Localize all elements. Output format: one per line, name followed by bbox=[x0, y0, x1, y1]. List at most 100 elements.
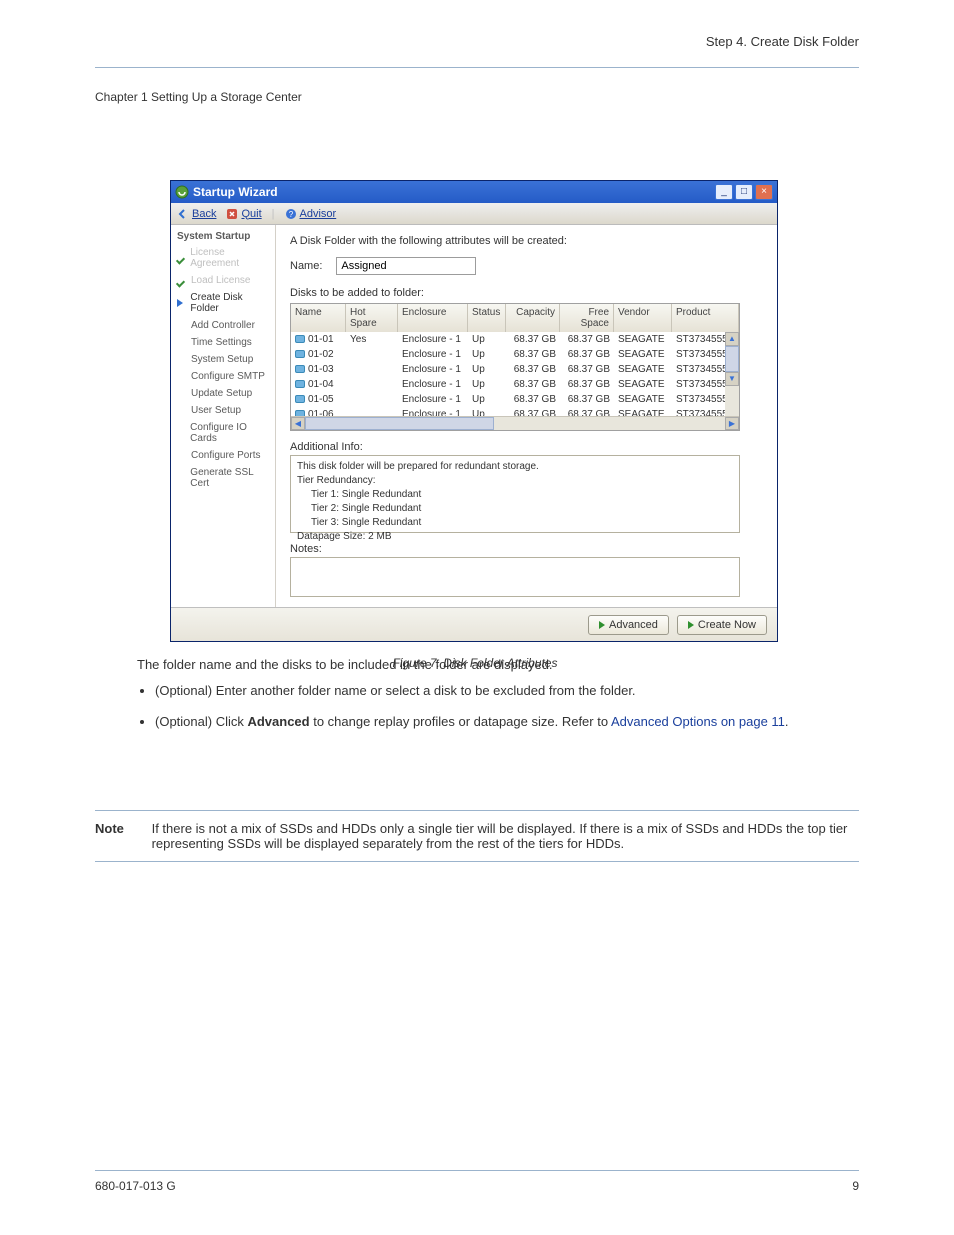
sidebar-item-label: Update Setup bbox=[191, 388, 252, 399]
name-input[interactable] bbox=[336, 257, 476, 275]
disk-icon bbox=[295, 395, 305, 403]
toolbar: Back Quit | ? Advisor bbox=[171, 203, 777, 225]
note-box: Note If there is not a mix of SSDs and H… bbox=[95, 810, 859, 862]
col-product[interactable]: Product bbox=[672, 304, 739, 332]
sidebar-item[interactable]: Load License bbox=[171, 272, 275, 289]
blank-icon bbox=[177, 389, 187, 399]
main-panel: A Disk Folder with the following attribu… bbox=[276, 225, 777, 607]
scroll-down-icon[interactable]: ▼ bbox=[725, 372, 739, 386]
col-freespace[interactable]: Free Space bbox=[560, 304, 614, 332]
col-enclosure[interactable]: Enclosure bbox=[398, 304, 468, 332]
sidebar-item-label: License Agreement bbox=[190, 247, 269, 269]
help-icon: ? bbox=[285, 208, 297, 220]
scroll-up-icon[interactable]: ▲ bbox=[725, 332, 739, 346]
sidebar-item[interactable]: Configure IO Cards bbox=[171, 419, 275, 447]
col-vendor[interactable]: Vendor bbox=[614, 304, 672, 332]
sidebar-item[interactable]: Generate SSL Cert bbox=[171, 464, 275, 492]
sidebar-item-label: Configure Ports bbox=[191, 450, 260, 461]
sidebar-item[interactable]: Update Setup bbox=[171, 385, 275, 402]
wizard-footer: Advanced Create Now bbox=[171, 607, 777, 641]
maximize-button[interactable]: □ bbox=[735, 184, 753, 200]
sidebar-item[interactable]: Configure Ports bbox=[171, 447, 275, 464]
col-capacity[interactable]: Capacity bbox=[506, 304, 560, 332]
sidebar-item[interactable]: Configure SMTP bbox=[171, 368, 275, 385]
additional-info-box: This disk folder will be prepared for re… bbox=[290, 455, 740, 533]
notes-label: Notes: bbox=[290, 543, 763, 555]
blank-icon bbox=[177, 473, 186, 483]
arrow-icon bbox=[688, 621, 694, 629]
minimize-button[interactable]: _ bbox=[715, 184, 733, 200]
sidebar-item[interactable]: License Agreement bbox=[171, 244, 275, 272]
table-row[interactable]: 01-04Enclosure - 1Up68.37 GB68.37 GBSEAG… bbox=[291, 377, 739, 392]
instruction-text: The folder name and the disks to be incl… bbox=[137, 655, 814, 744]
sidebar-item-label: Add Controller bbox=[191, 320, 255, 331]
additional-info-label: Additional Info: bbox=[290, 441, 763, 453]
col-hotspare[interactable]: Hot Spare bbox=[346, 304, 398, 332]
disk-icon bbox=[295, 335, 305, 343]
footer-right: 9 bbox=[852, 1179, 859, 1193]
app-logo-icon bbox=[175, 185, 189, 199]
sidebar-item[interactable]: User Setup bbox=[171, 402, 275, 419]
note-label: Note bbox=[95, 821, 128, 851]
scroll-left-icon[interactable]: ◀ bbox=[291, 417, 305, 430]
svg-text:?: ? bbox=[288, 210, 293, 219]
sidebar-item-label: User Setup bbox=[191, 405, 241, 416]
table-row[interactable]: 01-02Enclosure - 1Up68.37 GB68.37 GBSEAG… bbox=[291, 347, 739, 362]
back-link[interactable]: Back bbox=[177, 208, 216, 220]
sidebar-item-label: Create Disk Folder bbox=[190, 292, 269, 314]
figure: Startup Wizard _ □ × Back Quit | ? Advis… bbox=[170, 180, 780, 670]
table-row[interactable]: 01-06Enclosure - 1Up68.37 GB68.37 GBSEAG… bbox=[291, 407, 739, 416]
page-footer: 680-017-013 G 9 bbox=[95, 1170, 859, 1193]
name-label: Name: bbox=[290, 260, 322, 272]
blank-icon bbox=[177, 451, 187, 461]
intro-text: A Disk Folder with the following attribu… bbox=[290, 235, 763, 247]
scroll-thumb[interactable] bbox=[725, 346, 739, 372]
sidebar-item-label: Configure SMTP bbox=[191, 371, 265, 382]
arrow-icon bbox=[177, 298, 186, 308]
back-arrow-icon bbox=[177, 208, 189, 220]
table-row[interactable]: 01-05Enclosure - 1Up68.37 GB68.37 GBSEAG… bbox=[291, 392, 739, 407]
blank-icon bbox=[177, 338, 187, 348]
quit-icon bbox=[226, 208, 238, 220]
grid-header: Name Hot Spare Enclosure Status Capacity… bbox=[291, 304, 739, 332]
wizard-window: Startup Wizard _ □ × Back Quit | ? Advis… bbox=[170, 180, 778, 642]
sidebar-item-label: Time Settings bbox=[191, 337, 252, 348]
quit-link[interactable]: Quit bbox=[226, 208, 261, 220]
disk-grid[interactable]: Name Hot Spare Enclosure Status Capacity… bbox=[290, 303, 740, 431]
disk-list-label: Disks to be added to folder: bbox=[290, 287, 763, 299]
blank-icon bbox=[177, 321, 187, 331]
hscroll-thumb[interactable] bbox=[305, 417, 494, 430]
scroll-right-icon[interactable]: ▶ bbox=[725, 417, 739, 430]
check-icon bbox=[177, 253, 186, 263]
sidebar-item[interactable]: Time Settings bbox=[171, 334, 275, 351]
sidebar-item-label: System Setup bbox=[191, 354, 253, 365]
advisor-link[interactable]: ? Advisor bbox=[285, 208, 337, 220]
notes-textarea[interactable] bbox=[290, 557, 740, 597]
close-button[interactable]: × bbox=[755, 184, 773, 200]
page-header: Step 4. Create Disk Folder bbox=[0, 0, 954, 49]
table-row[interactable]: 01-01YesEnclosure - 1Up68.37 GB68.37 GBS… bbox=[291, 332, 739, 347]
vscrollbar[interactable]: ▲ ▼ bbox=[725, 332, 739, 416]
col-name[interactable]: Name bbox=[291, 304, 346, 332]
col-status[interactable]: Status bbox=[468, 304, 506, 332]
sidebar: System Startup License AgreementLoad Lic… bbox=[171, 225, 276, 607]
sidebar-item-label: Load License bbox=[191, 275, 251, 286]
arrow-icon bbox=[599, 621, 605, 629]
advanced-options-link[interactable]: Advanced Options on page 11 bbox=[611, 714, 785, 729]
hscrollbar[interactable]: ◀ ▶ bbox=[291, 416, 739, 430]
sidebar-item[interactable]: Add Controller bbox=[171, 317, 275, 334]
advanced-button[interactable]: Advanced bbox=[588, 615, 669, 635]
disk-icon bbox=[295, 380, 305, 388]
sidebar-item[interactable]: System Setup bbox=[171, 351, 275, 368]
sidebar-item[interactable]: Create Disk Folder bbox=[171, 289, 275, 317]
table-row[interactable]: 01-03Enclosure - 1Up68.37 GB68.37 GBSEAG… bbox=[291, 362, 739, 377]
chapter-title: Chapter 1 Setting Up a Storage Center bbox=[95, 90, 302, 104]
header-rule bbox=[95, 67, 859, 68]
disk-icon bbox=[295, 365, 305, 373]
sidebar-item-label: Generate SSL Cert bbox=[190, 467, 269, 489]
note-text: If there is not a mix of SSDs and HDDs o… bbox=[152, 821, 859, 851]
blank-icon bbox=[177, 428, 186, 438]
sidebar-item-label: Configure IO Cards bbox=[190, 422, 269, 444]
blank-icon bbox=[177, 372, 187, 382]
create-now-button[interactable]: Create Now bbox=[677, 615, 767, 635]
